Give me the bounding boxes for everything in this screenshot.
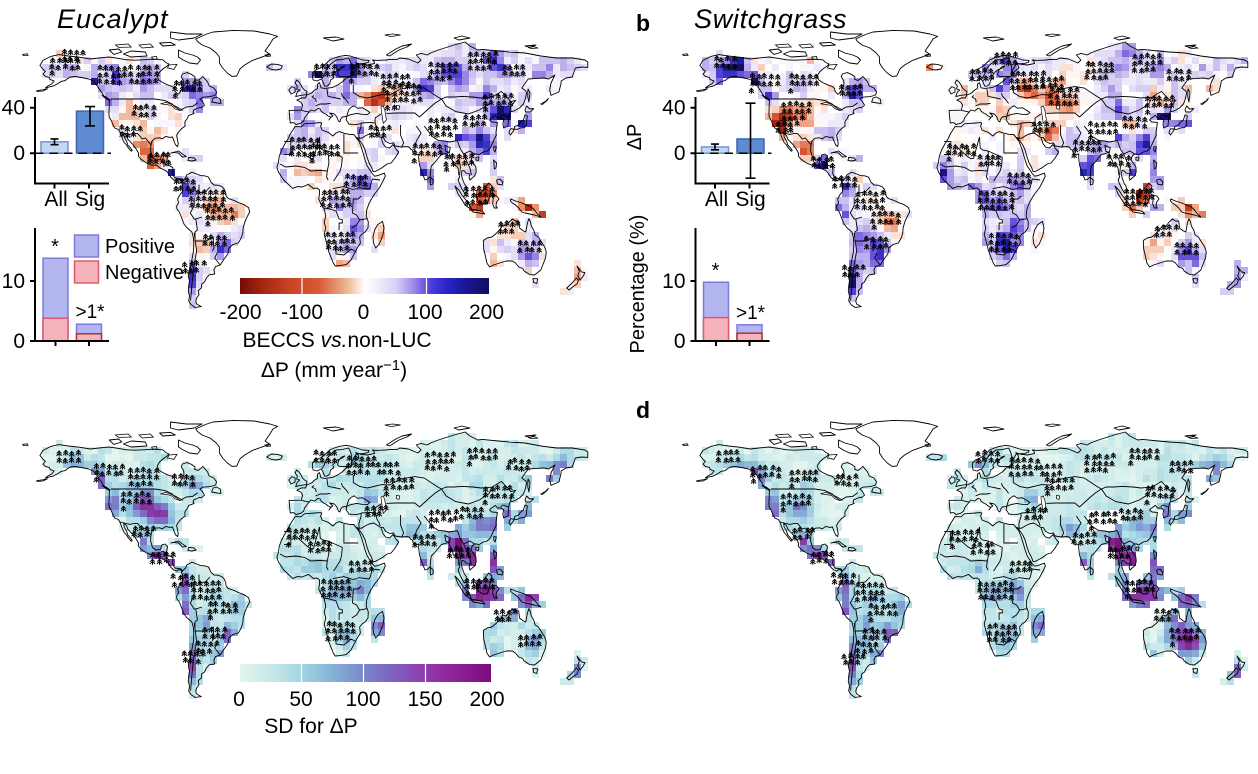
svg-text:200: 200 [469, 301, 504, 324]
svg-text:Positive: Positive [105, 236, 175, 258]
svg-text:40: 40 [662, 97, 685, 120]
svg-text:>1*: >1* [736, 303, 766, 324]
svg-text:Negative: Negative [105, 262, 184, 284]
svg-text:All: All [705, 188, 728, 211]
svg-text:Eucalypt: Eucalypt [57, 4, 169, 34]
svg-text:40: 40 [2, 97, 25, 120]
svg-text:0: 0 [13, 330, 25, 353]
svg-text:150: 150 [407, 688, 442, 711]
svg-text:0: 0 [674, 142, 686, 165]
svg-text:BECCS vs.non-LUC: BECCS vs.non-LUC [242, 329, 431, 352]
svg-text:0: 0 [233, 688, 245, 711]
svg-text:100: 100 [345, 688, 380, 711]
svg-text:Percentage (%): Percentage (%) [627, 215, 649, 354]
svg-text:200: 200 [469, 688, 504, 711]
svg-text:0: 0 [358, 301, 370, 324]
svg-text:All: All [44, 188, 67, 211]
svg-text:10: 10 [2, 270, 25, 293]
svg-text:>1*: >1* [75, 302, 105, 323]
svg-text:-100: -100 [281, 301, 323, 324]
svg-text:50: 50 [289, 688, 312, 711]
svg-text:Sig: Sig [735, 188, 765, 211]
svg-text:*: * [712, 260, 720, 282]
svg-text:ΔP: ΔP [624, 124, 646, 151]
svg-text:0: 0 [674, 330, 686, 353]
svg-text:Switchgrass: Switchgrass [694, 4, 847, 34]
svg-text:SD for ΔP: SD for ΔP [264, 715, 357, 738]
svg-text:b: b [636, 10, 650, 36]
svg-text:0: 0 [13, 142, 25, 165]
svg-text:-200: -200 [219, 301, 261, 324]
svg-text:*: * [51, 236, 59, 258]
svg-text:d: d [636, 397, 650, 423]
svg-text:Sig: Sig [75, 188, 105, 211]
svg-text:100: 100 [407, 301, 442, 324]
svg-text:ΔP (mm year−1): ΔP (mm year−1) [261, 357, 407, 382]
svg-text:10: 10 [662, 270, 685, 293]
